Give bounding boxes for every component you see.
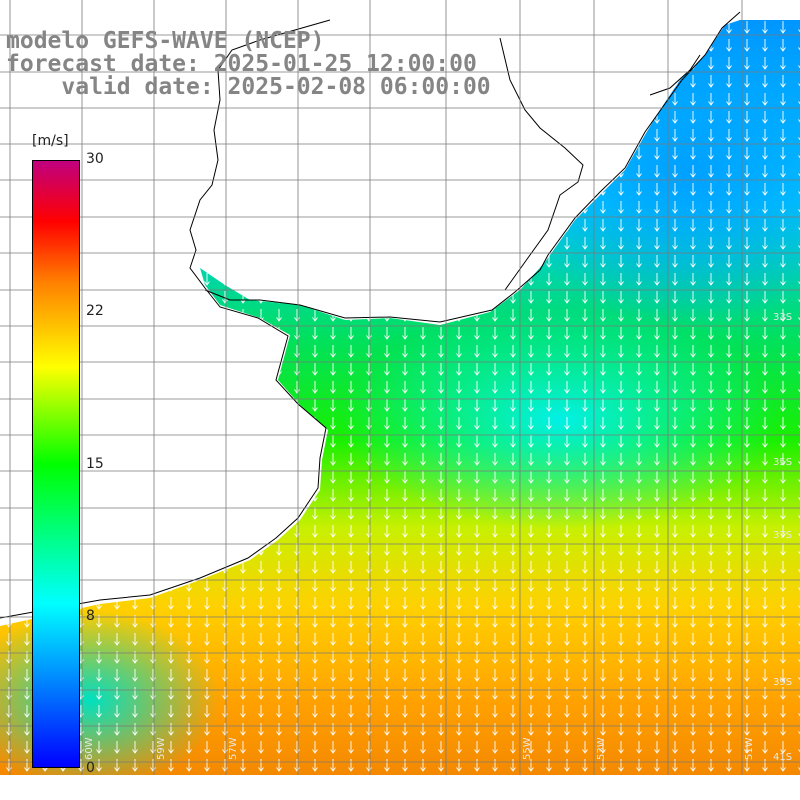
valid-date: valid date: 2025-02-08 06:00:00 [6, 74, 491, 100]
lat-label: 37S [773, 530, 792, 541]
colorbar-tick: 8 [86, 608, 95, 624]
colorbar-tick: 30 [86, 151, 104, 167]
model-name: modelo GEFS-WAVE (NCEP) [6, 28, 325, 54]
lat-labels: 33S 35S 37S 39S 41S [773, 312, 792, 763]
lon-label: 59W [156, 737, 167, 760]
lat-label: 35S [773, 457, 792, 468]
lat-label: 39S [773, 677, 792, 688]
lon-label: 57W [228, 737, 239, 760]
colorbar [32, 160, 80, 768]
lon-label: 60W [84, 737, 95, 760]
map-title: modelo GEFS-WAVE (NCEP) forecast date: 2… [6, 30, 566, 99]
colorbar-unit: [m/s] [32, 133, 69, 149]
colorbar-tick: 22 [86, 303, 104, 319]
lat-label: 33S [773, 312, 792, 323]
lon-label: 55W [522, 737, 533, 760]
lon-label: 53W [596, 737, 607, 760]
colorbar-tick: 15 [86, 456, 104, 472]
forecast-date: forecast date: 2025-01-25 12:00:00 [6, 51, 477, 77]
lat-lon-grid [0, 0, 800, 775]
colorbar-tick: 0 [86, 760, 95, 776]
lat-label: 41S [773, 752, 792, 763]
lon-label: 51W [744, 737, 755, 760]
lon-labels: 60W 59W 57W 55W 53W 51W [84, 737, 755, 760]
